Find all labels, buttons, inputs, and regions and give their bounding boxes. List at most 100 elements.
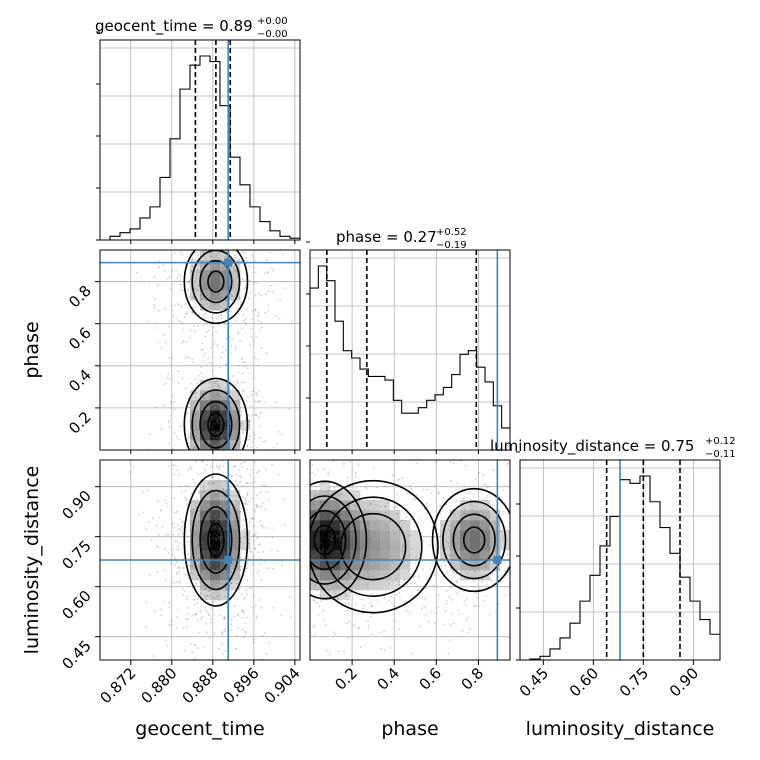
sample-point — [368, 537, 371, 540]
sample-point — [512, 533, 514, 535]
sample-point — [204, 286, 207, 289]
sample-point — [251, 564, 254, 566]
sample-point — [210, 284, 213, 287]
sample-point — [410, 583, 413, 585]
sample-point — [345, 595, 348, 598]
sample-point — [244, 286, 247, 288]
density-cell — [220, 510, 231, 521]
sample-point — [248, 297, 251, 300]
sample-point — [242, 610, 245, 613]
sample-point — [263, 311, 266, 314]
sample-point — [240, 301, 242, 304]
sample-point — [327, 548, 330, 551]
sample-point — [191, 511, 194, 514]
density-cell — [210, 270, 221, 281]
sample-point — [384, 505, 386, 508]
sample-point — [332, 661, 334, 663]
sample-point — [224, 456, 226, 458]
sample-point — [153, 303, 156, 306]
sample-point — [186, 289, 189, 292]
sample-point — [377, 563, 380, 566]
density-cell — [480, 560, 491, 571]
sample-point — [236, 223, 238, 225]
sample-point — [199, 294, 202, 297]
sample-point — [189, 541, 192, 544]
sample-point — [279, 445, 281, 447]
density-cell — [210, 390, 221, 401]
sample-point — [201, 567, 204, 569]
sample-point — [224, 578, 227, 581]
sample-point — [222, 218, 224, 220]
sample-point — [370, 602, 372, 605]
sample-point — [373, 574, 376, 577]
sample-point — [250, 446, 253, 449]
sample-point — [195, 547, 198, 550]
sample-point — [220, 296, 223, 299]
sample-point — [218, 504, 221, 507]
sample-point — [244, 460, 247, 463]
sample-point — [254, 547, 256, 550]
sample-point — [255, 503, 258, 506]
sample-point — [367, 536, 370, 539]
sample-point — [163, 404, 166, 407]
sample-point — [307, 503, 309, 505]
sample-point — [281, 228, 283, 230]
sample-point — [265, 527, 268, 529]
density-cell — [210, 430, 221, 441]
sample-point — [217, 561, 220, 564]
sample-point — [199, 371, 202, 374]
sample-point — [216, 595, 219, 598]
density-cell — [310, 500, 321, 511]
sample-point — [189, 270, 192, 272]
sample-point — [202, 276, 205, 279]
sample-point — [185, 506, 187, 508]
sample-point — [198, 515, 201, 517]
sample-point — [232, 381, 235, 384]
sample-point — [211, 292, 214, 295]
sample-point — [217, 315, 220, 318]
sample-point — [240, 609, 243, 612]
sample-point — [463, 520, 466, 522]
sample-point — [232, 528, 235, 531]
sample-point — [210, 465, 213, 468]
sample-point — [234, 529, 236, 531]
sample-point — [202, 564, 205, 567]
sample-point — [199, 407, 201, 410]
sample-point — [206, 571, 209, 574]
sample-point — [217, 535, 220, 538]
sample-point — [221, 519, 223, 522]
sample-point — [207, 381, 210, 384]
density-cell — [470, 550, 481, 561]
sample-point — [236, 627, 239, 629]
sample-point — [254, 547, 257, 550]
sample-point — [404, 600, 407, 603]
sample-point — [188, 281, 191, 284]
sample-point — [274, 504, 276, 506]
sample-point — [166, 505, 169, 508]
sample-point — [187, 535, 190, 538]
density-cell — [190, 280, 201, 291]
sample-point — [439, 535, 441, 538]
sample-point — [173, 473, 176, 476]
sample-point — [314, 507, 317, 510]
density-cell — [210, 420, 221, 431]
sample-point — [234, 556, 237, 559]
sample-point — [214, 382, 217, 385]
sample-point — [177, 382, 180, 385]
sample-point — [177, 304, 180, 307]
xtick-label-phase-1: 0.4 — [373, 664, 403, 694]
sample-point — [298, 534, 300, 536]
sample-point — [182, 467, 184, 469]
sample-point — [396, 479, 399, 482]
sample-point — [171, 357, 173, 360]
sample-point — [265, 567, 268, 569]
sample-point — [211, 382, 214, 385]
sample-point — [186, 412, 188, 414]
sample-point — [348, 460, 351, 463]
sample-point — [250, 318, 253, 320]
density-cell — [370, 580, 381, 591]
density-cell — [230, 270, 241, 281]
sample-point — [235, 289, 237, 292]
sample-point — [270, 618, 272, 620]
sample-point — [225, 508, 228, 511]
